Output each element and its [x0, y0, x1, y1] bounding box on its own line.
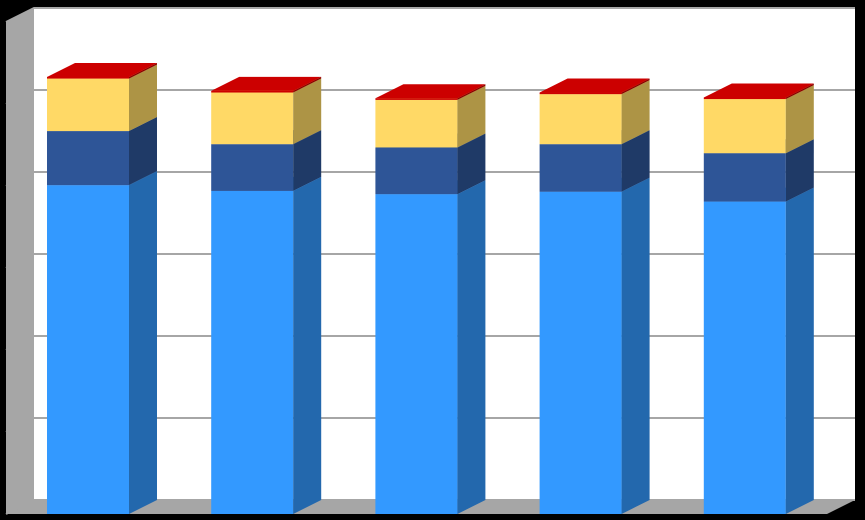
bar-segment-side [457, 84, 486, 100]
bar-segment-side [621, 130, 650, 192]
bar-segment-side [785, 83, 814, 100]
bar-segment [539, 191, 622, 515]
bar-segment [703, 97, 786, 100]
bar-segment-side [129, 171, 157, 514]
bar-segment-side [129, 117, 157, 186]
bar-segment-side [621, 78, 650, 95]
grid-line [5, 7, 855, 23]
bar-segment [375, 99, 458, 148]
bar-segment-top [211, 76, 322, 91]
bar-segment-side [621, 177, 650, 515]
bar-segment-side [785, 139, 814, 202]
bar-segment-top [539, 78, 650, 93]
bar-segment [703, 99, 786, 154]
bar-segment [539, 94, 622, 145]
bar-segment-side [457, 133, 486, 195]
bar-segment-side [129, 64, 157, 132]
bar-segment-side [457, 85, 486, 148]
bar-segment-side [621, 80, 650, 145]
bar-segment [211, 92, 294, 145]
bar-segment [211, 90, 294, 93]
bar-segment [703, 153, 786, 202]
bar-segment [539, 92, 622, 95]
bar-segment [539, 144, 622, 192]
bar-segment-top [375, 84, 486, 99]
bar-segment [211, 190, 294, 515]
bar-segment-side [785, 85, 814, 154]
bar-segment [47, 185, 129, 514]
bar-segment [211, 144, 294, 191]
bar-segment-side [785, 187, 814, 514]
bar-segment-side [293, 176, 322, 515]
bar-segment-side [293, 130, 322, 191]
bar-segment [375, 147, 458, 195]
bar-segment [375, 194, 458, 514]
bar-segment-top [47, 62, 157, 77]
bar-segment [47, 76, 129, 79]
bar-segment [703, 201, 786, 514]
bar-segment-side [129, 62, 157, 79]
bar-segment-side [457, 180, 486, 514]
bar-segment [47, 131, 129, 186]
bar-segment [47, 78, 129, 132]
bar-segment [375, 98, 458, 100]
bar-segment-side [293, 76, 322, 93]
bar-segment-top [703, 83, 814, 98]
bar-segment-side [293, 78, 322, 145]
